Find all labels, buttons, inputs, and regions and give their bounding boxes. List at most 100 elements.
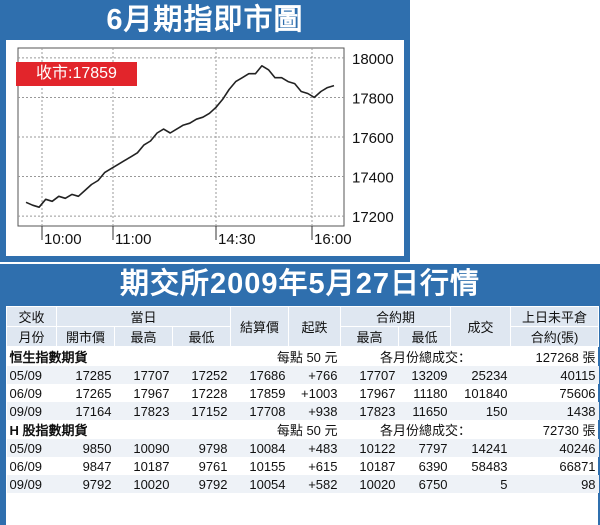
cell-low: 9792 — [172, 475, 231, 493]
cell-open-interest: 40246 — [510, 439, 599, 457]
cell-change: +615 — [308, 458, 338, 474]
quotes-table: 交收 當日 結算價 起跌 合約期 成交 上日未平倉 月份 開市價 最高 最低 最… — [6, 306, 600, 493]
cell-cp-low: 6390 — [418, 458, 448, 474]
table-row: 05/09 17285 17707 17252 17686 +766 17707… — [6, 366, 599, 384]
cell-cp-low: 13209 — [398, 366, 451, 384]
chart-title: 6月期指即市圖 — [106, 4, 304, 36]
cell-change: +766 — [288, 366, 341, 384]
cell-volume: 101840 — [464, 385, 508, 401]
price-series-line — [25, 64, 335, 208]
cell-high: 10187 — [133, 458, 170, 474]
section-name: H 股指數期貨 — [9, 423, 88, 438]
total-volume: 127268 張 — [535, 350, 596, 365]
header-contract-month-1: 交收 — [6, 306, 57, 327]
header-row-2: 月份 開市價 最高 最低 最高 最低 合約(張) — [6, 326, 600, 347]
table-row: 09/09 9792 10020 9792 10054 +582 10020 6… — [6, 475, 599, 493]
cell-volume: 14241 — [450, 439, 511, 457]
total-label: 各月份總成交： — [380, 423, 472, 438]
cell-low: 17228 — [191, 385, 228, 401]
header-today: 當日 — [55, 306, 232, 327]
cell-settle: 10054 — [230, 475, 289, 493]
cell-month: 09/09 — [6, 402, 57, 420]
x-tick-label: 11:00 — [115, 231, 151, 248]
section-row-hsi: 恒生指數期貨 每點 50 元 各月份總成交： 127268 張 — [7, 347, 599, 367]
cell-cp-low: 7797 — [398, 439, 451, 457]
cell-open: 9850 — [56, 439, 115, 457]
cell-cp-high: 10187 — [359, 458, 396, 474]
header-open: 開市價 — [56, 326, 115, 347]
cell-cp-low: 11180 — [413, 385, 448, 401]
total-label: 各月份總成交： — [380, 350, 472, 365]
cell-high: 17823 — [114, 402, 173, 420]
chart-area: 18000 17800 17600 17400 17200 10:00 11:00 14:30… — [6, 40, 404, 256]
cell-open-interest: 66871 — [559, 458, 596, 474]
cell-change: +1003 — [301, 385, 338, 401]
header-contract-month-2: 月份 — [6, 326, 57, 347]
section-name: 恒生指數期貨 — [9, 350, 88, 365]
cell-change: +938 — [288, 402, 341, 420]
cell-open-interest: 40115 — [510, 366, 599, 384]
cell-high: 17707 — [114, 366, 173, 384]
header-open-interest-2: 合約(張) — [510, 326, 600, 347]
header-row-1: 交收 當日 結算價 起跌 合約期 成交 上日未平倉 — [6, 306, 600, 347]
cell-low: 9798 — [172, 439, 231, 457]
y-tick-label: 17400 — [352, 170, 394, 187]
cell-cp-high: 17823 — [340, 402, 399, 420]
cell-month: 06/09 — [9, 385, 43, 401]
close-price-badge: 收市:17859 — [16, 62, 137, 86]
cell-volume: 150 — [450, 402, 511, 420]
cell-open: 17164 — [56, 402, 115, 420]
point-value: 每點 50 元 — [276, 423, 338, 438]
cell-month: 06/09 — [9, 458, 43, 474]
header-open-interest-1: 上日未平倉 — [510, 306, 600, 327]
futures-table-panel: 期交所2009年5月27日行情 交收 當日 結算價 起跌 合約期 成交 上日未平… — [0, 264, 600, 525]
cell-open-interest: 98 — [510, 475, 599, 493]
cell-month: 09/09 — [6, 475, 57, 493]
header-high: 最高 — [114, 326, 173, 347]
intraday-chart-panel: 6月期指即市圖 18000 17800 17600 17400 17200 10:00 11… — [0, 0, 410, 262]
cell-cp-high: 17707 — [340, 366, 399, 384]
cell-cp-high: 10122 — [340, 439, 399, 457]
x-tick-label: 10:00 — [44, 231, 82, 248]
cell-settle: 17686 — [230, 366, 289, 384]
header-cp-high: 最高 — [340, 326, 400, 347]
cell-cp-high: 17967 — [359, 385, 396, 401]
y-tick-label: 17600 — [352, 130, 394, 147]
section-row-hshare: H 股指數期貨 每點 50 元 各月份總成交： 72730 張 — [7, 420, 599, 439]
y-tick-label: 17800 — [352, 90, 394, 107]
header-change: 起跌 — [288, 306, 342, 347]
cell-month: 05/09 — [6, 439, 57, 457]
table-title: 期交所2009年5月27日行情 — [120, 268, 480, 300]
table-area: 交收 當日 結算價 起跌 合約期 成交 上日未平倉 月份 開市價 最高 最低 最… — [6, 306, 600, 525]
cell-volume: 5 — [450, 475, 511, 493]
cell-open: 9792 — [56, 475, 115, 493]
cell-cp-low: 11650 — [398, 402, 451, 420]
cell-settle: 17708 — [230, 402, 289, 420]
table-row: 06/09 9847 10187 9761 10155 +615 10187 6… — [7, 457, 599, 475]
table-row: 09/09 17164 17823 17152 17708 +938 17823… — [6, 402, 599, 420]
y-tick-label: 17200 — [352, 209, 394, 226]
cell-change: +483 — [288, 439, 341, 457]
x-tick-label: 16:00 — [314, 231, 352, 248]
cell-open: 17285 — [56, 366, 115, 384]
cell-high: 10020 — [114, 475, 173, 493]
y-tick-label: 18000 — [352, 51, 394, 68]
cell-settle: 10084 — [230, 439, 289, 457]
cell-high: 17967 — [133, 385, 170, 401]
cell-open-interest: 75606 — [559, 385, 596, 401]
cell-open: 17265 — [75, 385, 112, 401]
table-row: 05/09 9850 10090 9798 10084 +483 10122 7… — [6, 439, 599, 457]
header-contract-period: 合約期 — [340, 306, 452, 327]
table-row: 06/09 17265 17967 17228 17859 +1003 1796… — [7, 384, 599, 402]
cell-volume: 58483 — [471, 458, 508, 474]
cell-change: +582 — [288, 475, 341, 493]
header-settle: 結算價 — [230, 306, 290, 347]
header-low: 最低 — [171, 326, 232, 347]
cell-low: 17252 — [172, 366, 231, 384]
cell-open: 9847 — [82, 458, 112, 474]
header-cp-low: 最低 — [398, 326, 452, 347]
cell-settle: 17859 — [249, 385, 286, 401]
total-volume: 72730 張 — [542, 423, 596, 438]
cell-volume: 25234 — [450, 366, 511, 384]
